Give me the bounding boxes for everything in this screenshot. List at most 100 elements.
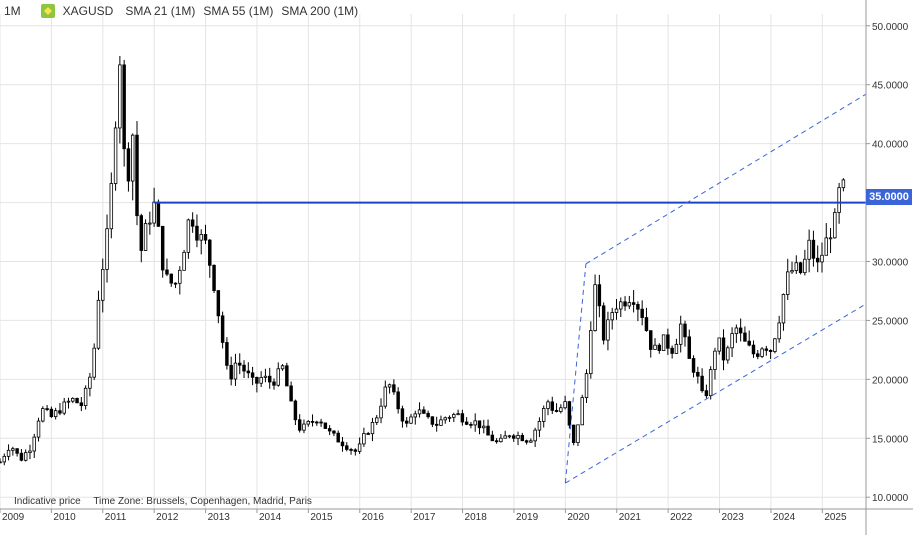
candle-body [447, 416, 452, 419]
x-tick-label: 2017 [413, 512, 436, 523]
candle-body [186, 219, 191, 253]
candle-body [152, 201, 156, 224]
candle-body [130, 134, 135, 182]
candle-body [837, 187, 841, 213]
candle-body [11, 448, 15, 451]
candle-body [469, 423, 473, 426]
candle-body [773, 338, 777, 352]
candle-body [400, 408, 405, 422]
sma-55-label[interactable]: SMA 55 (1M) [203, 4, 274, 18]
candle-body [404, 420, 409, 424]
candle-body [833, 212, 837, 239]
channel-edge-line [564, 263, 587, 484]
candle-body [75, 397, 79, 404]
candle-body [272, 381, 276, 386]
candle-body [345, 445, 349, 450]
x-tick-label: 2015 [310, 512, 333, 523]
candle-body [708, 369, 713, 397]
symbol-icon [40, 4, 55, 18]
x-tick-label: 2025 [824, 512, 847, 523]
candle-body [738, 327, 743, 334]
candle-body [238, 362, 242, 366]
candle-body [396, 391, 400, 410]
candle-body [786, 271, 790, 295]
sma-21-label[interactable]: SMA 21 (1M) [125, 4, 196, 18]
candle-body [464, 421, 469, 425]
candle-body [208, 239, 212, 266]
candle-body [563, 401, 567, 409]
candle-body [674, 343, 679, 354]
channel-upper-line [585, 93, 867, 265]
sma-200-label[interactable]: SMA 200 (1M) [281, 4, 359, 18]
candle-body [747, 340, 751, 346]
candle-body [631, 302, 636, 305]
candle-body [379, 405, 383, 419]
candle-body [327, 428, 332, 432]
channel-lower-line [565, 303, 867, 484]
y-tick-label: 10.0000 [872, 493, 909, 504]
candle-body [815, 257, 820, 263]
price-level-tag: 35.0000 [866, 189, 912, 205]
candle-body [781, 294, 786, 324]
candle-body [53, 410, 58, 418]
candle-body [824, 237, 828, 256]
candle-body [520, 435, 525, 442]
candle-body [41, 408, 45, 422]
candle-body [375, 417, 379, 423]
candle-body [2, 455, 7, 463]
candle-body [726, 347, 730, 361]
candle-body [195, 225, 199, 241]
candle-body [49, 408, 54, 418]
grid-lines [0, 14, 866, 509]
candle-body [644, 317, 649, 332]
candle-body [349, 449, 353, 451]
x-tick-label: 2023 [722, 512, 745, 523]
candle-body [340, 441, 345, 447]
timeframe-label[interactable]: 1M [4, 4, 21, 18]
candle-body [71, 397, 75, 402]
candle-body [370, 422, 375, 435]
x-tick-label: 2016 [362, 512, 385, 523]
candle-body [113, 127, 118, 184]
candle-body [323, 422, 328, 429]
candle-body [828, 237, 833, 240]
candle-body [233, 362, 238, 380]
candle-body [199, 234, 203, 241]
candle-body [143, 223, 148, 251]
candle-body [477, 420, 482, 429]
candle-body [743, 332, 747, 342]
candle-body [683, 323, 687, 338]
candle-body [619, 301, 623, 310]
candle-body [507, 435, 512, 438]
x-tick-label: 2013 [208, 512, 231, 523]
candle-body [452, 414, 456, 418]
candle-body [636, 304, 640, 310]
candle-body [28, 450, 32, 453]
candle-body [319, 421, 323, 424]
symbol-label[interactable]: XAGUSD [62, 4, 114, 18]
y-tick-label: 40.0000 [872, 140, 909, 151]
candle-body [293, 400, 298, 421]
candle-body [182, 251, 186, 271]
candle-body [541, 408, 546, 422]
y-tick-label: 30.0000 [872, 258, 909, 269]
candle-body [302, 423, 306, 431]
candle-body [794, 262, 799, 271]
candle-body [601, 305, 606, 341]
candle-body [777, 322, 781, 340]
candle-body [482, 425, 486, 429]
candle-body [811, 239, 816, 259]
x-tick-label: 2010 [53, 512, 76, 523]
candle-body [332, 430, 336, 434]
candle-body [443, 417, 447, 421]
candle-body [653, 344, 657, 350]
candle-body [383, 386, 388, 407]
candle-body [499, 437, 503, 443]
x-tick-label: 2018 [465, 512, 488, 523]
candle-body [559, 407, 563, 412]
candle-body [169, 273, 173, 284]
candle-body [306, 421, 310, 425]
candle-body [704, 390, 709, 397]
candle-body [649, 330, 653, 350]
